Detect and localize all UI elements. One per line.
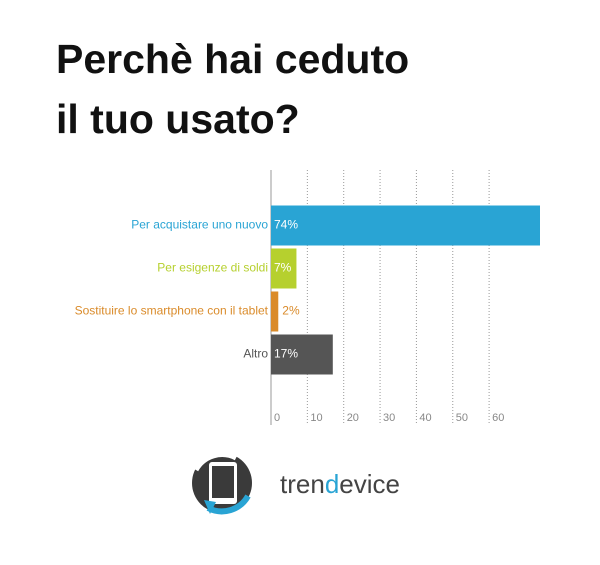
x-tick-label: 60 — [492, 412, 504, 424]
bar — [271, 291, 279, 332]
x-tick-label: 10 — [310, 412, 322, 424]
bar — [271, 334, 333, 375]
x-tick-label: 30 — [383, 412, 395, 424]
logo-part: tren — [280, 469, 325, 499]
category-label: Altro — [243, 347, 268, 361]
bar — [271, 205, 540, 246]
logo-part: d — [325, 469, 339, 499]
x-tick-label: 50 — [456, 412, 468, 424]
bar — [271, 248, 297, 289]
x-tick-label: 0 — [274, 412, 280, 424]
value-label: 17% — [274, 347, 298, 361]
value-label: 2% — [282, 304, 300, 318]
x-tick-label: 20 — [347, 412, 359, 424]
category-label: Sostituire lo smartphone con il tablet — [75, 304, 269, 318]
x-tick-label: 40 — [419, 412, 431, 424]
chart-title: il tuo usato? — [56, 96, 300, 142]
value-label: 74% — [274, 218, 298, 232]
chart-title: Perchè hai ceduto — [56, 36, 409, 82]
category-label: Per acquistare uno nuovo — [131, 218, 268, 232]
value-label: 7% — [274, 261, 292, 275]
category-label: Per esigenze di soldi — [157, 261, 268, 275]
logo-icon — [192, 452, 252, 515]
logo-text: trendevice — [280, 469, 400, 499]
logo-part: evice — [339, 469, 400, 499]
